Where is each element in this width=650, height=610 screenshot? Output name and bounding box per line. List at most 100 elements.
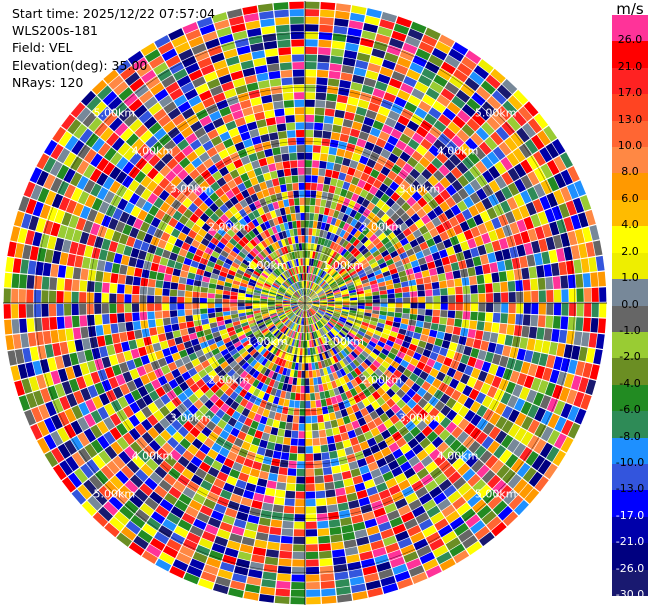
velocity-gate	[233, 341, 242, 348]
velocity-gate	[358, 272, 367, 279]
velocity-gate	[212, 425, 223, 436]
velocity-gate	[372, 291, 380, 296]
velocity-gate	[326, 161, 335, 170]
colorbar-swatch	[612, 543, 648, 571]
velocity-gate	[347, 96, 359, 106]
ring-label: 1.00km	[246, 335, 288, 348]
velocity-gate	[501, 186, 513, 200]
velocity-gate	[276, 322, 283, 328]
velocity-gate	[585, 241, 596, 257]
velocity-gate	[158, 95, 173, 108]
velocity-gate	[96, 172, 109, 186]
velocity-gate	[314, 275, 319, 283]
velocity-gate	[416, 545, 432, 558]
velocity-gate	[476, 107, 491, 121]
velocity-gate	[208, 255, 218, 264]
velocity-gate	[470, 367, 481, 379]
velocity-gate	[387, 293, 395, 299]
velocity-gate	[222, 514, 236, 526]
velocity-gate	[245, 293, 253, 298]
velocity-gate	[342, 439, 352, 449]
velocity-gate	[280, 390, 287, 399]
velocity-gate	[394, 96, 407, 108]
velocity-gate	[455, 89, 471, 103]
velocity-gate	[541, 340, 551, 354]
velocity-gate	[294, 521, 305, 529]
velocity-gate	[438, 114, 452, 127]
velocity-gate	[305, 385, 310, 393]
velocity-gate	[144, 49, 161, 63]
velocity-gate	[305, 160, 312, 168]
velocity-gate	[450, 262, 460, 272]
velocity-gate	[177, 392, 188, 403]
colorbar-tick-label: -17.0	[615, 508, 645, 522]
velocity-gate	[374, 253, 383, 262]
velocity-gate	[384, 453, 396, 464]
velocity-gate	[331, 541, 344, 551]
velocity-gate	[328, 320, 336, 327]
velocity-gate	[370, 539, 385, 551]
velocity-gate	[264, 368, 271, 377]
velocity-gate	[137, 529, 153, 544]
velocity-gate	[343, 250, 350, 258]
velocity-gate	[49, 277, 58, 290]
velocity-gate	[236, 330, 245, 338]
velocity-gate	[300, 213, 305, 221]
velocity-gate	[566, 330, 575, 345]
velocity-gate	[293, 331, 298, 339]
velocity-gate	[229, 238, 238, 246]
velocity-gate	[348, 183, 357, 193]
velocity-gate	[421, 68, 436, 81]
velocity-gate	[103, 431, 116, 445]
velocity-gate	[414, 219, 425, 229]
colorbar-tick-label: 21.0	[617, 59, 643, 73]
velocity-gate	[310, 243, 315, 251]
velocity-gate	[360, 504, 373, 514]
velocity-gate	[423, 276, 432, 284]
velocity-gate	[29, 346, 40, 361]
velocity-gate	[205, 217, 215, 227]
velocity-gate	[80, 463, 94, 479]
velocity-gate	[305, 205, 310, 213]
velocity-gate	[421, 168, 433, 180]
velocity-gate	[94, 470, 109, 485]
velocity-gate	[209, 404, 220, 415]
velocity-gate	[290, 300, 298, 302]
velocity-gate	[312, 303, 320, 306]
velocity-gate	[181, 55, 197, 68]
velocity-gate	[165, 170, 177, 182]
velocity-gate	[582, 273, 591, 288]
velocity-gate	[469, 427, 482, 440]
velocity-gate	[417, 197, 428, 208]
velocity-gate	[310, 316, 314, 324]
velocity-gate	[124, 479, 139, 494]
velocity-gate	[191, 358, 201, 367]
velocity-gate	[109, 180, 121, 194]
velocity-gate	[408, 565, 425, 577]
velocity-gate	[30, 423, 43, 440]
velocity-gate	[457, 62, 473, 77]
velocity-gate	[331, 316, 339, 322]
velocity-gate	[506, 116, 521, 132]
velocity-gate	[490, 459, 505, 474]
velocity-gate	[340, 248, 348, 256]
velocity-gate	[327, 299, 335, 302]
velocity-gate	[356, 290, 365, 295]
velocity-gate	[518, 143, 532, 159]
velocity-gate	[308, 273, 312, 281]
velocity-gate	[325, 342, 332, 350]
velocity-gate	[4, 319, 13, 335]
velocity-gate	[291, 267, 296, 275]
velocity-gate	[247, 186, 256, 196]
velocity-gate	[302, 258, 305, 266]
velocity-gate	[72, 202, 84, 217]
velocity-gate	[200, 384, 210, 394]
velocity-gate	[394, 63, 409, 75]
velocity-gate	[368, 323, 377, 330]
velocity-gate	[305, 303, 312, 306]
velocity-gate	[351, 403, 360, 413]
velocity-gate	[262, 392, 270, 402]
velocity-gate	[365, 268, 374, 276]
velocity-gate	[215, 307, 223, 313]
velocity-gate	[66, 253, 76, 267]
